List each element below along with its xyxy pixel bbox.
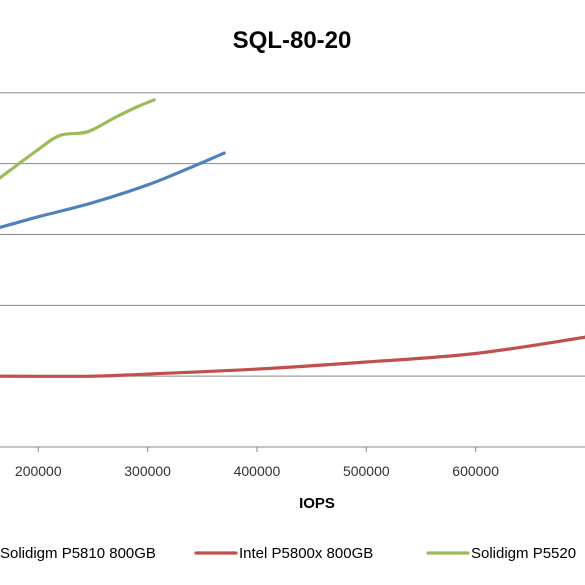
x-axis — [0, 446, 585, 452]
legend-item-2: Intel P5800x 800GB — [194, 545, 373, 562]
legend-label-2: Intel P5800x 800GB — [239, 545, 373, 562]
data-point-2-2 — [91, 374, 95, 378]
data-point-1-5 — [189, 165, 193, 169]
data-point-3-3 — [58, 133, 62, 137]
x-tick-label-2: 300000 — [124, 463, 171, 479]
data-point-3-5 — [113, 116, 117, 120]
data-point-3-7 — [152, 98, 156, 102]
data-point-1-4 — [146, 183, 150, 187]
data-point-2-4 — [255, 367, 259, 371]
x-tick-label-5: 600000 — [452, 463, 499, 479]
chart-title: SQL-80-20 — [233, 27, 352, 54]
legend-label-3: Solidigm P5520 — [471, 545, 576, 562]
data-point-3-6 — [135, 105, 139, 109]
x-tick-labels: 200000 300000 400000 500000 600000 — [15, 463, 499, 479]
data-point-3-4 — [85, 130, 90, 134]
legend-item-1: Solidigm P5810 800GB — [0, 545, 156, 562]
data-point-1-6 — [222, 151, 226, 155]
series-line-1 — [0, 151, 226, 230]
data-point-1-3 — [91, 201, 95, 205]
data-point-1-2 — [36, 215, 40, 219]
x-tick-label-1: 200000 — [15, 463, 62, 479]
data-point-3-1 — [0, 176, 2, 180]
data-point-2-1 — [0, 374, 2, 378]
legend-label-1: Solidigm P5810 800GB — [0, 545, 156, 562]
data-point-3-2 — [36, 147, 40, 152]
gridlines — [0, 92, 585, 377]
legend-item-3: Solidigm P5520 — [426, 545, 576, 562]
data-point-2-6 — [474, 351, 478, 356]
series-lines — [0, 98, 585, 378]
series-line-2 — [0, 335, 585, 378]
series-line-3 — [0, 98, 156, 180]
data-point-2-3 — [146, 372, 150, 376]
data-point-2-5 — [364, 360, 368, 364]
data-point-1-1 — [0, 225, 2, 230]
legend: Solidigm P5810 800GB Intel P5800x 800GB So… — [0, 545, 576, 562]
x-axis-title: IOPS — [299, 495, 335, 512]
x-tick-label-4: 500000 — [343, 463, 390, 479]
x-tick-label-3: 400000 — [234, 463, 281, 479]
